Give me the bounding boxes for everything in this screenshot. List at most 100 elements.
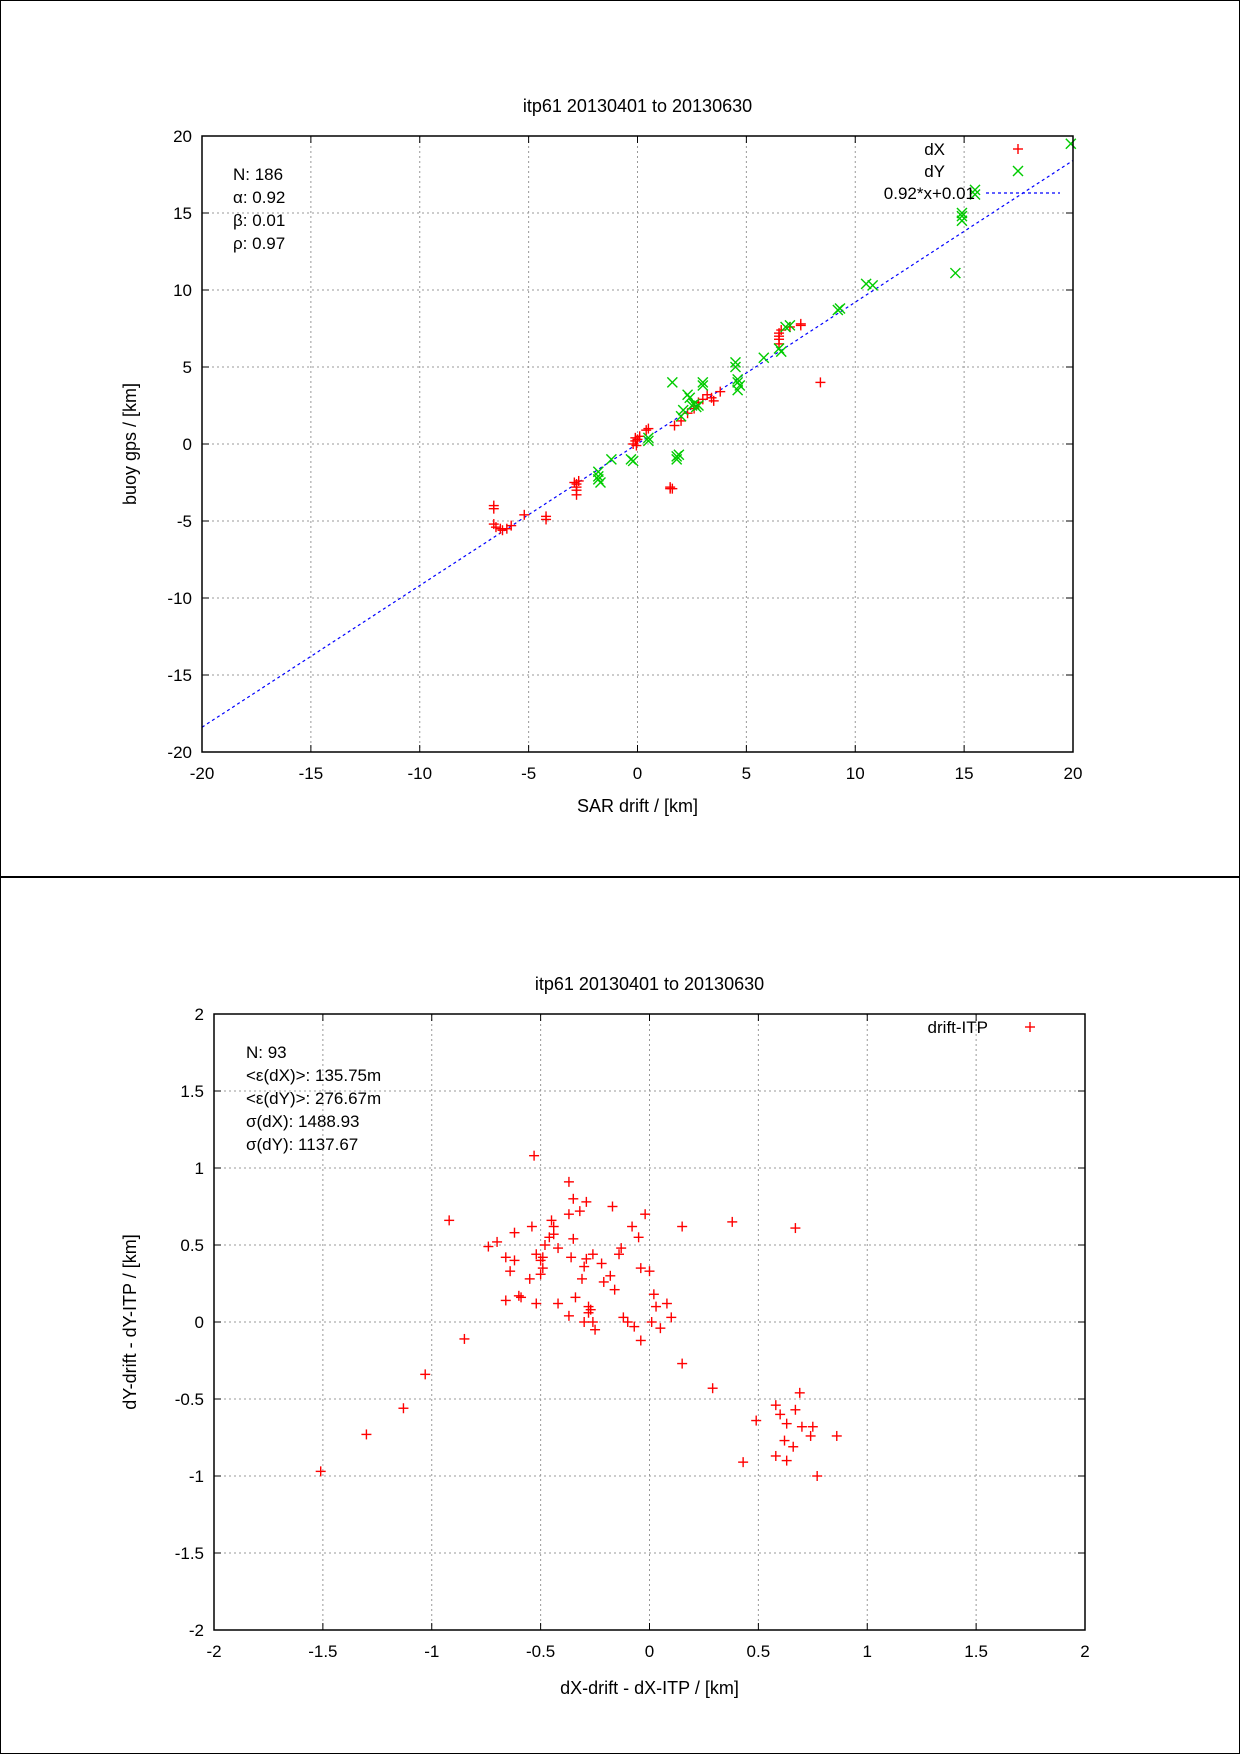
chart2-data-point-drift-ITP <box>629 1321 640 1332</box>
chart1-x-tick-label: 5 <box>742 764 751 783</box>
chart1-data-point-dY <box>594 477 606 488</box>
chart2-data-point-drift-ITP <box>646 1317 657 1327</box>
marker-stroke <box>949 267 961 279</box>
marker-stroke <box>627 455 639 467</box>
chart2-x-tick-label: 0 <box>645 1642 654 1661</box>
chart1-x-tick-label: -10 <box>407 764 432 783</box>
chart1-data-point-dY <box>969 184 981 196</box>
chart1-y-tick-label: -20 <box>167 743 192 762</box>
chart2-data-point-drift-ITP <box>598 1276 609 1287</box>
chart1-data-point-dY <box>684 392 696 404</box>
chart1-x-tick-label: 0 <box>633 764 642 783</box>
chart2-data-point-drift-ITP <box>831 1430 842 1441</box>
chart1-y-tick-label: 0 <box>183 435 192 454</box>
chart1-data-point-dY <box>969 189 981 201</box>
chart2-x-tick-label: -1 <box>424 1642 439 1661</box>
chart2-y-tick-label: 0 <box>195 1313 204 1332</box>
chart2-data-point-drift-ITP <box>420 1369 431 1380</box>
chart2-legend-marker-drift-ITP <box>1025 1022 1035 1032</box>
chart1-y-tick-label: -10 <box>167 589 192 608</box>
chart2-stats-line: N: 93 <box>246 1043 287 1062</box>
chart1-data-point-dX <box>506 520 517 531</box>
chart2-data-point-drift-ITP <box>444 1215 455 1226</box>
chart2-data-point-drift-ITP <box>500 1252 511 1263</box>
chart1-title: itp61 20130401 to 20130630 <box>523 96 752 116</box>
chart2-data-point-drift-ITP <box>568 1233 579 1244</box>
chart2-data-point-drift-ITP <box>790 1223 801 1234</box>
chart1-y-tick-label: 15 <box>173 204 192 223</box>
chart2-data-point-drift-ITP <box>640 1209 651 1220</box>
chart2-x-tick-label: -0.5 <box>526 1642 555 1661</box>
chart2-y-tick-label: -1.5 <box>175 1544 204 1563</box>
chart2-data-point-drift-ITP <box>459 1333 470 1344</box>
chart2-data-point-drift-ITP <box>531 1298 542 1309</box>
chart2-data-point-drift-ITP <box>563 1209 574 1220</box>
chart2-data-point-drift-ITP <box>398 1403 409 1414</box>
chart1-x-axis-title: SAR drift / [km] <box>577 796 698 816</box>
chart2-data-point-drift-ITP <box>581 1253 592 1264</box>
chart2-data-point-drift-ITP <box>794 1387 805 1398</box>
chart1-data-point-dY <box>775 346 787 358</box>
chart2-data-point-drift-ITP <box>781 1455 792 1466</box>
chart2-data-point-drift-ITP <box>587 1249 598 1260</box>
chart1-data-point-dY <box>758 352 770 364</box>
chart2-data-point-drift-ITP <box>651 1301 662 1312</box>
chart2-data-point-drift-ITP <box>627 1221 638 1232</box>
chart2-stats-line: <ε(dX)>: 135.75m <box>246 1066 381 1085</box>
chart2-title: itp61 20130401 to 20130630 <box>535 974 764 994</box>
chart1-data-point-dY <box>642 435 654 447</box>
chart1-data-point-dX <box>795 318 806 329</box>
chart1-data-point-dY <box>956 215 968 227</box>
marker-stroke <box>729 356 741 368</box>
chart1-data-point-dX <box>519 509 530 520</box>
chart-2-drift-error: -2 -1.5 -1 -0.5 0 0.5 1 1.5 2 -2 -1.5 -1 -0.5 0 0.5 1 1.… <box>120 974 1090 1698</box>
chart1-legend-marker-dY <box>1012 165 1024 177</box>
chart1-data-point-dY <box>642 432 654 444</box>
chart1-data-point-dX <box>569 477 580 488</box>
chart2-data-point-drift-ITP <box>635 1263 646 1274</box>
chart1-data-point-dY <box>592 466 604 478</box>
chart2-data-point-drift-ITP <box>581 1196 592 1207</box>
chart2-data-point-drift-ITP <box>677 1221 688 1232</box>
chart1-data-point-dY <box>734 379 746 391</box>
chart1-data-point-dY <box>784 319 796 331</box>
chart2-data-point-drift-ITP <box>315 1466 326 1477</box>
chart2-data-point-drift-ITP <box>788 1441 799 1452</box>
chart2-x-tick-label: 1.5 <box>964 1642 988 1661</box>
chart2-data-point-drift-ITP <box>563 1176 574 1187</box>
chart2-data-point-drift-ITP <box>553 1298 564 1309</box>
chart1-y-tick-label: 10 <box>173 281 192 300</box>
chart1-stats-line: α: 0.92 <box>233 188 285 207</box>
chart2-data-point-drift-ITP <box>548 1229 559 1240</box>
chart1-data-point-dY <box>834 302 846 314</box>
chart2-data-point-drift-ITP <box>790 1404 801 1415</box>
chart1-data-point-dY <box>677 404 689 416</box>
chart1-y-axis-title: buoy gps / [km] <box>120 383 140 505</box>
chart2-stats-line: σ(dX): 1488.93 <box>246 1112 360 1131</box>
marker-stroke <box>729 361 741 373</box>
chart1-x-tick-label: 20 <box>1064 764 1083 783</box>
chart1-data-point-dY <box>729 356 741 368</box>
marker-stroke <box>1012 165 1024 177</box>
chart1-x-tick-label: -5 <box>521 764 536 783</box>
chart2-data-point-drift-ITP <box>770 1450 781 1461</box>
chart1-data-point-dX <box>497 525 508 536</box>
chart2-data-point-drift-ITP <box>812 1471 823 1481</box>
chart2-data-point-drift-ITP <box>770 1400 781 1411</box>
chart1-stats-line: N: 186 <box>233 165 283 184</box>
chart1-legend-label-dX: dX <box>924 140 945 159</box>
chart2-data-point-drift-ITP <box>648 1289 659 1300</box>
chart2-stats-line: <ε(dY)>: 276.67m <box>246 1089 381 1108</box>
chart2-data-point-drift-ITP <box>781 1418 792 1429</box>
chart1-x-tick-label: 15 <box>955 764 974 783</box>
chart2-data-point-drift-ITP <box>516 1292 527 1303</box>
chart-1-drift-comparison: -20 -15 -10 -5 0 5 10 15 20 -20 -15 -10 -5 0 5 10 15 20 it… <box>120 96 1083 816</box>
chart1-data-point-dY <box>949 267 961 279</box>
marker-stroke <box>677 404 689 416</box>
chart1-data-point-dY <box>732 373 744 385</box>
chart2-y-axis-title: dY-drift - dY-ITP / [km] <box>120 1234 140 1409</box>
chart2-stats-line: σ(dY): 1137.67 <box>246 1135 358 1154</box>
marker-stroke <box>732 373 744 385</box>
marker-stroke <box>775 346 787 358</box>
chart2-y-tick-label: -0.5 <box>175 1390 204 1409</box>
